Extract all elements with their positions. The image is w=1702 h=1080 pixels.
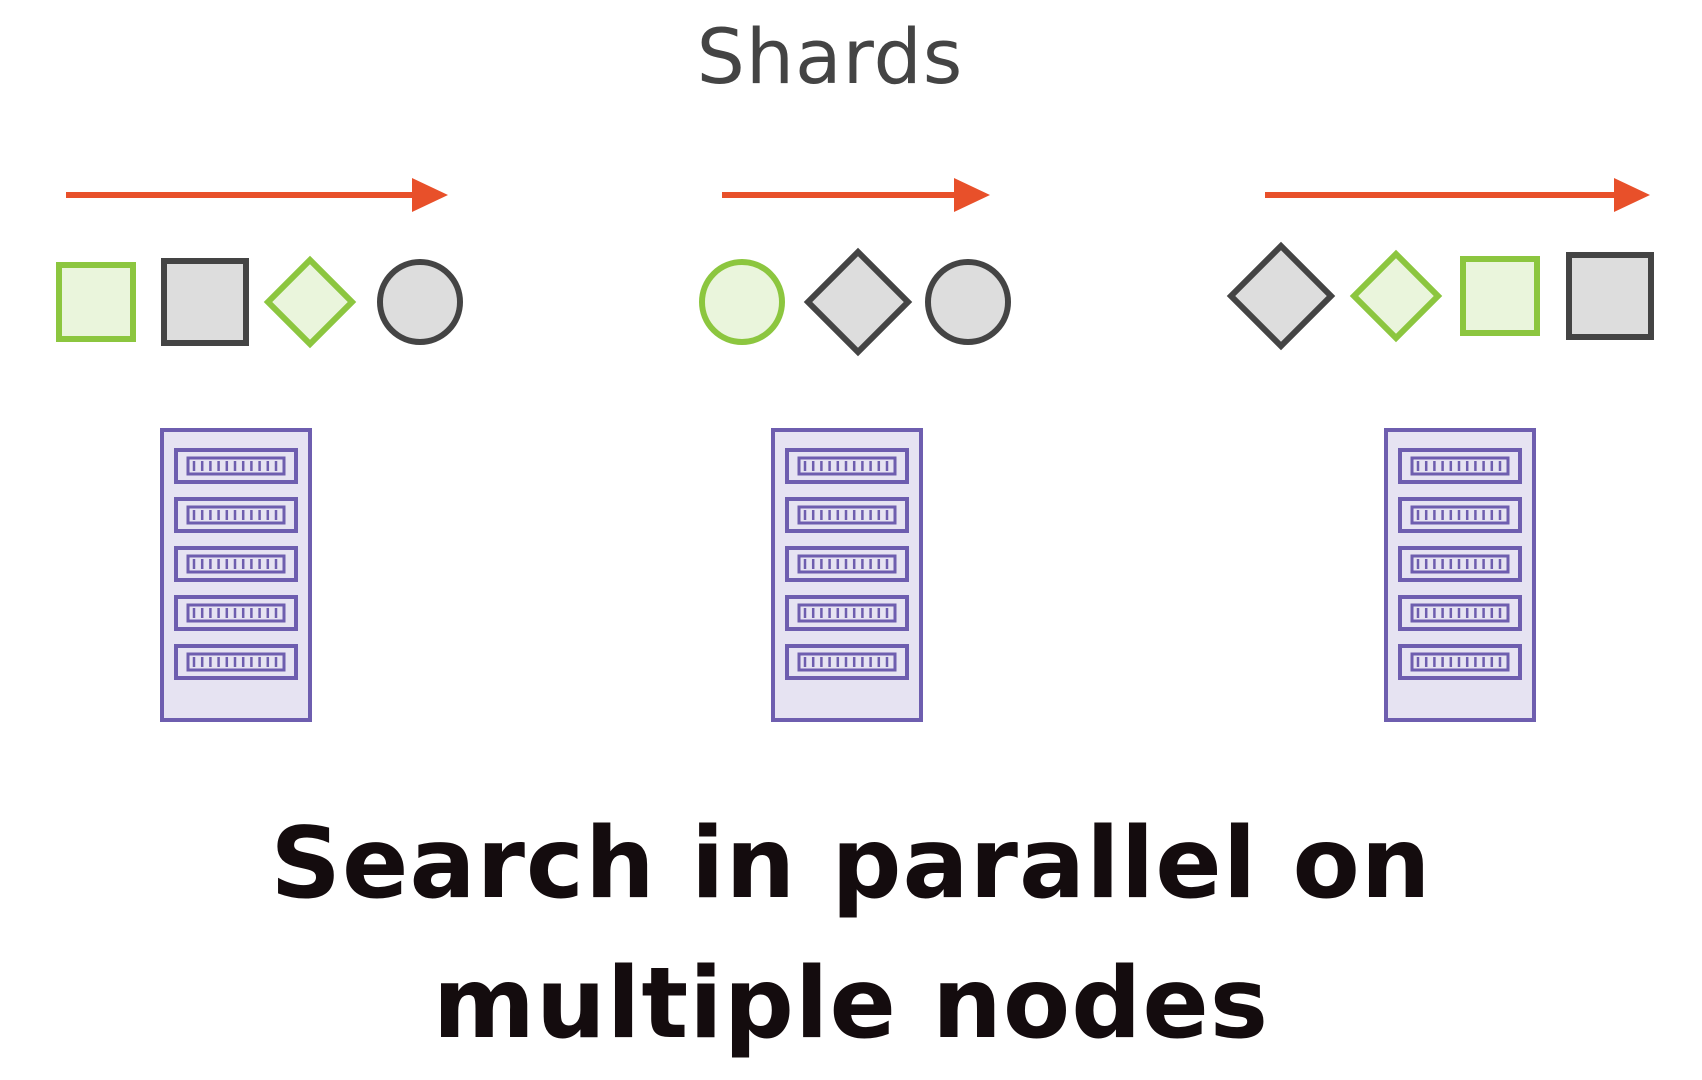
server-unit-frame bbox=[785, 546, 909, 582]
server-unit-slot bbox=[186, 652, 286, 672]
server-unit-slot bbox=[797, 554, 897, 574]
server-unit-slot bbox=[797, 603, 897, 623]
server-unit-frame bbox=[174, 448, 298, 484]
caption-line-1: Search in parallel on bbox=[270, 807, 1432, 921]
server-unit-slot bbox=[186, 456, 286, 476]
arrow-head bbox=[954, 178, 990, 212]
server-unit bbox=[785, 448, 909, 484]
caption-line-2: multiple nodes bbox=[432, 947, 1270, 1061]
shard-group-node-2 bbox=[699, 178, 1011, 722]
server-unit bbox=[1398, 546, 1522, 582]
server-unit-slot bbox=[797, 505, 897, 525]
server-unit-frame bbox=[1398, 595, 1522, 631]
server-unit-slot bbox=[1410, 554, 1510, 574]
server-unit-frame bbox=[785, 448, 909, 484]
server-icon bbox=[1384, 428, 1536, 722]
green-diamond-shard-3 bbox=[263, 255, 357, 349]
server-unit bbox=[174, 546, 298, 582]
server-unit bbox=[785, 595, 909, 631]
server-body bbox=[771, 428, 923, 722]
server-unit bbox=[174, 497, 298, 533]
server-unit-frame bbox=[785, 644, 909, 680]
gray-square-shard-2 bbox=[161, 258, 249, 346]
server-unit bbox=[1398, 644, 1522, 680]
server-unit-frame bbox=[1398, 448, 1522, 484]
order-arrow bbox=[66, 178, 448, 212]
order-arrow bbox=[1265, 178, 1650, 212]
server-unit-slot bbox=[1410, 505, 1510, 525]
shard-group-node-1 bbox=[56, 178, 463, 722]
server-unit-frame bbox=[174, 644, 298, 680]
gray-diamond-shard-2 bbox=[803, 247, 913, 357]
server-unit-frame bbox=[1398, 644, 1522, 680]
server-unit bbox=[1398, 595, 1522, 631]
server-body bbox=[1384, 428, 1536, 722]
server-unit bbox=[785, 497, 909, 533]
arrow-head bbox=[412, 178, 448, 212]
server-unit-slot bbox=[1410, 603, 1510, 623]
server-body bbox=[160, 428, 312, 722]
server-unit-frame bbox=[785, 497, 909, 533]
server-unit-frame bbox=[174, 595, 298, 631]
server-icon bbox=[771, 428, 923, 722]
server-unit-frame bbox=[1398, 546, 1522, 582]
server-unit bbox=[174, 448, 298, 484]
server-unit-slot bbox=[1410, 456, 1510, 476]
server-unit-frame bbox=[174, 546, 298, 582]
gray-diamond-shard-1 bbox=[1226, 241, 1336, 351]
server-unit bbox=[174, 595, 298, 631]
green-square-shard-1 bbox=[56, 262, 136, 342]
server-unit-slot bbox=[797, 456, 897, 476]
slide-title: Shards bbox=[696, 12, 964, 101]
server-unit bbox=[1398, 497, 1522, 533]
server-icon bbox=[160, 428, 312, 722]
server-unit-slot bbox=[797, 652, 897, 672]
server-unit bbox=[785, 546, 909, 582]
server-unit-slot bbox=[1410, 652, 1510, 672]
server-unit-frame bbox=[174, 497, 298, 533]
server-unit-slot bbox=[186, 554, 286, 574]
arrow-head bbox=[1614, 178, 1650, 212]
server-unit-slot bbox=[186, 505, 286, 525]
server-unit-slot bbox=[186, 603, 286, 623]
server-unit bbox=[174, 644, 298, 680]
gray-square-shard-4 bbox=[1566, 252, 1654, 340]
server-unit-frame bbox=[1398, 497, 1522, 533]
gray-circle-shard-4 bbox=[377, 259, 463, 345]
order-arrow bbox=[722, 178, 990, 212]
server-unit-frame bbox=[785, 595, 909, 631]
server-unit bbox=[1398, 448, 1522, 484]
server-unit bbox=[785, 644, 909, 680]
gray-circle-shard-3 bbox=[925, 259, 1011, 345]
green-diamond-shard-2 bbox=[1349, 249, 1443, 343]
shard-group-node-3 bbox=[1226, 178, 1654, 722]
green-circle-shard-1 bbox=[699, 259, 785, 345]
green-square-shard-3 bbox=[1460, 256, 1540, 336]
